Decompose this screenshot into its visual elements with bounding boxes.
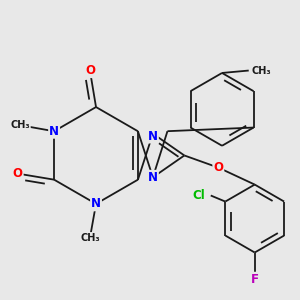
Text: O: O bbox=[85, 64, 95, 77]
Text: CH₃: CH₃ bbox=[80, 233, 100, 243]
Text: O: O bbox=[213, 161, 223, 174]
Text: CH₃: CH₃ bbox=[10, 120, 30, 130]
Text: O: O bbox=[13, 167, 23, 180]
Text: F: F bbox=[251, 273, 259, 286]
Text: N: N bbox=[49, 125, 59, 138]
Text: N: N bbox=[148, 171, 158, 184]
Text: CH₃: CH₃ bbox=[251, 65, 271, 76]
Text: N: N bbox=[91, 197, 101, 210]
Text: Cl: Cl bbox=[192, 189, 205, 202]
Text: N: N bbox=[148, 130, 158, 142]
